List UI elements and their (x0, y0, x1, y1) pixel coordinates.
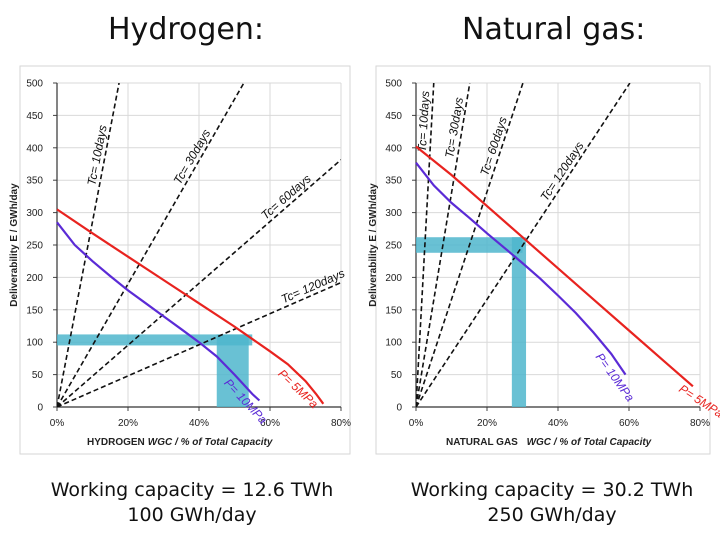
natural-gas-chart: 0 50 100 150 200 250 300 350 400 450 500 0% 20% 40% 60… (368, 65, 720, 455)
hydrogen-y-axis-label: Deliverability E / GWh/day (9, 183, 20, 307)
hydrogen-title: Hydrogen: (108, 12, 265, 47)
natural-gas-ytick-label: 250 (385, 241, 402, 252)
hydrogen-rate-line-2 (57, 159, 341, 407)
hydrogen-deliverability: 100 GWh/day (127, 504, 257, 526)
hydrogen-ytick-label: 400 (26, 143, 43, 154)
natural-gas-xtick-label: 80% (690, 418, 710, 429)
hydrogen-working-capacity: Working capacity = 12.6 TWh (50, 479, 334, 501)
hydrogen-ytick-label: 50 (32, 370, 44, 381)
natural-gas-ytick-label: 350 (385, 176, 402, 187)
natural-gas-x-axis-label: WGC / % of Total Capacity (527, 437, 652, 448)
natural-gas-ytick-label: 150 (385, 305, 402, 316)
hydrogen-xtick-label: 40% (189, 418, 209, 429)
hydrogen-ytick-label: 350 (26, 176, 43, 187)
natural-gas-working-capacity: Working capacity = 30.2 TWh (410, 479, 694, 501)
natural-gas-xtick-label: 40% (548, 418, 568, 429)
hydrogen-ytick-label: 500 (26, 79, 43, 90)
natural-gas-deliverability: 250 GWh/day (487, 504, 617, 526)
natural-gas-caption: Working capacity = 30.2 TWh 250 GWh/day (382, 478, 720, 528)
hydrogen-pressure-curve-1 (56, 221, 261, 402)
natural-gas-ytick-label: 0 (396, 403, 402, 414)
natural-gas-pressure-curve-0 (415, 145, 694, 388)
hydrogen-x-axis-label: WGC / % of Total Capacity (148, 437, 273, 448)
natural-gas-ytick-label: 400 (385, 143, 402, 154)
natural-gas-rate-line-1 (416, 83, 471, 407)
natural-gas-highlight-column (511, 237, 527, 407)
natural-gas-ytick-label: 300 (385, 208, 402, 219)
natural-gas-y-axis-label: Deliverability E / GWh/day (368, 183, 379, 307)
hydrogen-x-axis-prefix: HYDROGEN (87, 437, 145, 448)
hydrogen-caption: Working capacity = 12.6 TWh 100 GWh/day (22, 478, 362, 528)
hydrogen-highlight-band (57, 334, 253, 346)
hydrogen-xtick-label: 60% (260, 418, 280, 429)
natural-gas-title: Natural gas: (462, 12, 646, 47)
natural-gas-ytick-label: 50 (391, 370, 403, 381)
natural-gas-x-axis-prefix: NATURAL GAS (446, 437, 518, 448)
natural-gas-ytick-label: 100 (385, 338, 402, 349)
hydrogen-chart: 0 50 100 150 200 250 300 350 400 450 500 0% 20% 40% 60… (9, 65, 351, 455)
natural-gas-rate-line-2 (416, 83, 524, 407)
natural-gas-xtick-label: 0% (409, 418, 424, 429)
natural-gas-ytick-label: 450 (385, 111, 402, 122)
natural-gas-ytick-label: 500 (385, 79, 402, 90)
hydrogen-ytick-label: 250 (26, 241, 43, 252)
hydrogen-highlight-column (216, 334, 249, 407)
hydrogen-rate-line-3 (57, 281, 341, 407)
hydrogen-ytick-label: 150 (26, 305, 43, 316)
hydrogen-plot-frame (19, 65, 351, 455)
natural-gas-ytick-label: 200 (385, 273, 402, 284)
hydrogen-rate-line-0 (57, 83, 120, 407)
hydrogen-xtick-label: 20% (118, 418, 138, 429)
hydrogen-ytick-label: 300 (26, 208, 43, 219)
hydrogen-pressure-curve-0 (56, 208, 325, 405)
hydrogen-ytick-label: 450 (26, 111, 43, 122)
hydrogen-ytick-label: 200 (26, 273, 43, 284)
natural-gas-rate-line-3 (416, 83, 631, 407)
hydrogen-ytick-label: 0 (37, 403, 43, 414)
natural-gas-pressure-curve-1 (415, 162, 627, 376)
hydrogen-xtick-label: 80% (331, 418, 351, 429)
hydrogen-rate-line-1 (57, 83, 245, 407)
natural-gas-xtick-label: 20% (477, 418, 497, 429)
hydrogen-xtick-label: 0% (50, 418, 65, 429)
natural-gas-xtick-label: 60% (619, 418, 639, 429)
natural-gas-rate-line-0 (416, 83, 435, 407)
natural-gas-rate-label-0: Tc= 10days (415, 90, 432, 152)
hydrogen-ytick-label: 100 (26, 338, 43, 349)
